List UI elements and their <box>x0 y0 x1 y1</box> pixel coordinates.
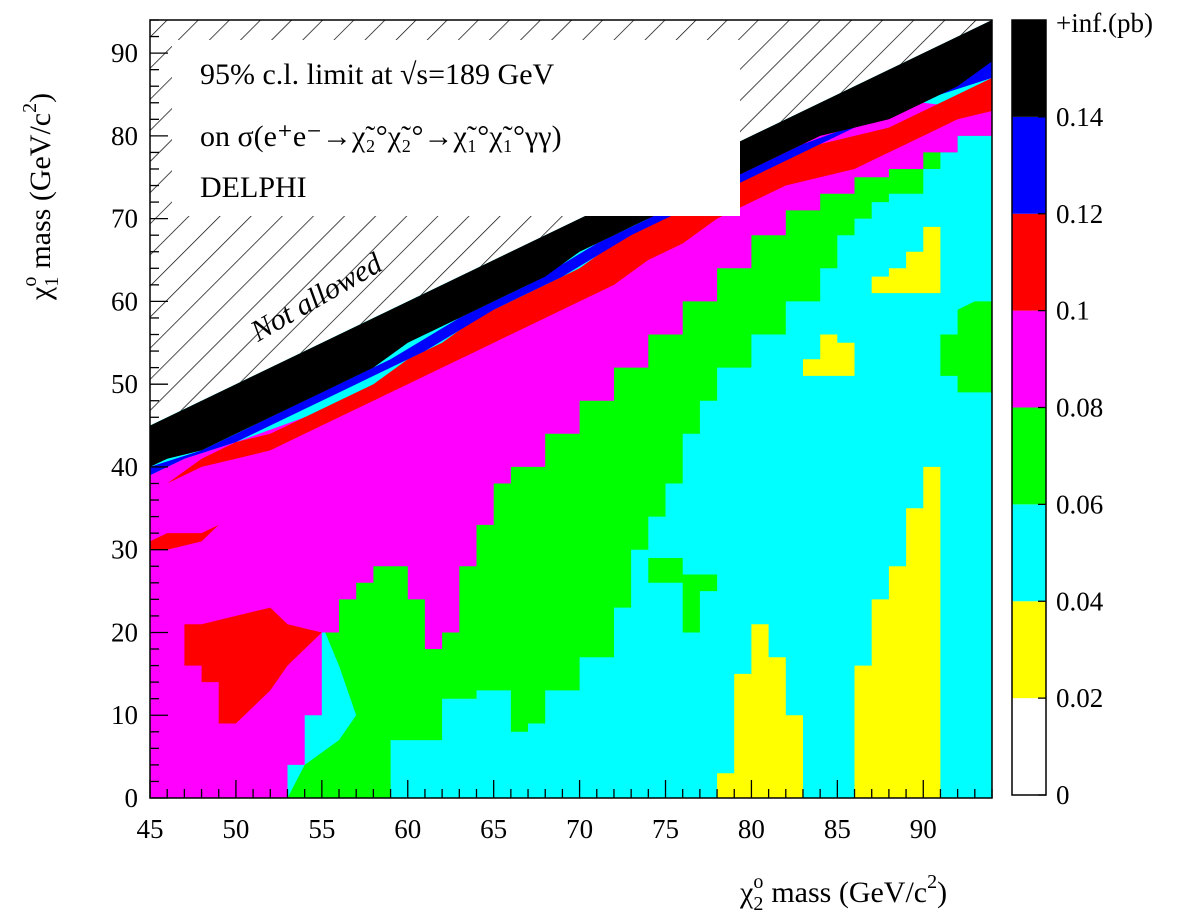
y-tick-label: 90 <box>111 38 138 68</box>
heatmap-region-13 <box>150 20 992 467</box>
heatmap-region-6 <box>940 301 992 393</box>
colorbar-band-4 <box>1012 310 1046 408</box>
colorbar-tick-label: 0.08 <box>1056 393 1103 423</box>
y-axis-label-end: ) <box>24 93 57 103</box>
x-axis-subscript: 2 <box>753 893 763 915</box>
colorbar-tick-label: 0.1 <box>1056 296 1090 326</box>
heatmap-region-12 <box>150 61 992 476</box>
heatmap-region-3 <box>871 226 941 294</box>
colorbar-band-3 <box>1012 407 1046 505</box>
x-axis: 45 50 55 60 65 70 75 80 85 90 <box>137 780 993 844</box>
y-tick-label: 0 <box>125 783 139 813</box>
x-tick-label: 90 <box>910 814 937 844</box>
y-axis-particle: χ <box>24 286 57 301</box>
colorbar-tick-label: 0.12 <box>1056 199 1103 229</box>
colorbar-tick-label: 0.02 <box>1056 683 1103 713</box>
colorbar-tick-label: 0.14 <box>1056 102 1104 132</box>
colorbar-band-2 <box>1012 504 1046 602</box>
x-axis-title: χ2o mass (GeV/c2) <box>739 871 947 915</box>
svg-text:χ1omass (GeV/c2): χ1o mass (GeV/c2) <box>19 93 63 301</box>
legend-line-title: 95% c.l. limit at √s=189 GeV <box>200 58 555 91</box>
plot-area <box>150 20 992 798</box>
colorbar-unit-label: +inf.(pb) <box>1056 8 1153 38</box>
colorbar: 0 0.02 0.04 0.06 0.08 0.1 0.12 0.14 +inf.(pb) <box>1011 8 1153 810</box>
legend-box: 95% c.l. limit at √s=189 GeV on σ(e⁺e⁻→χ… <box>172 40 740 216</box>
y-axis-label: mass (GeV/c <box>24 113 57 269</box>
colorbar-band-1 <box>1012 601 1046 699</box>
heatmap-region-11 <box>150 77 992 492</box>
x-tick-label: 60 <box>394 814 421 844</box>
x-axis-label-power: 2 <box>927 871 937 893</box>
x-axis-particle: χ <box>739 876 754 909</box>
plot-frame <box>149 19 993 799</box>
heatmap-region-7 <box>648 558 718 633</box>
x-tick-label: 85 <box>824 814 851 844</box>
x-tick-label: 70 <box>566 814 593 844</box>
x-tick-label: 80 <box>738 814 765 844</box>
x-axis-label-end: ) <box>937 876 947 909</box>
colorbar-band-0 <box>1012 698 1046 795</box>
y-tick-label: 40 <box>111 452 138 482</box>
y-tick-label: 50 <box>111 369 138 399</box>
heatmap-region-4 <box>803 334 855 376</box>
y-tick-label: 20 <box>111 617 138 647</box>
colorbar-band-7 <box>1012 20 1046 117</box>
heatmap-region-10 <box>150 516 236 550</box>
colorbar-band-5 <box>1012 213 1046 311</box>
y-axis-title: χ1o mass (GeV/c2) <box>19 93 63 301</box>
y-tick-label: 30 <box>111 535 138 565</box>
x-axis-label: mass (GeV/c <box>771 876 927 909</box>
y-tick-label: 60 <box>111 286 138 316</box>
colorbar-tick-label: 0.04 <box>1056 586 1104 616</box>
heatmap-region-8 <box>150 102 992 798</box>
colorbar-tick-label: 0 <box>1056 780 1070 810</box>
x-axis-superscript: o <box>753 871 763 893</box>
y-axis-superscript: o <box>19 277 41 287</box>
y-tick-label: 70 <box>111 204 138 234</box>
legend-line-process: on σ(e⁺e⁻→χ̃₂°χ̃₂°→χ̃₁°χ̃₁°γγ) <box>200 120 562 153</box>
heatmap-region-9 <box>184 607 322 724</box>
x-tick-label: 55 <box>308 814 335 844</box>
x-tick-label: 65 <box>480 814 507 844</box>
heatmap-region-1 <box>717 624 803 798</box>
x-tick-label: 50 <box>222 814 249 844</box>
x-tick-label: 45 <box>137 814 164 844</box>
y-tick-label: 80 <box>111 121 138 151</box>
legend-line-experiment: DELPHI <box>200 171 307 204</box>
y-tick-label: 10 <box>111 700 138 730</box>
y-axis-label-power: 2 <box>19 103 41 113</box>
y-axis-subscript: 1 <box>41 277 63 287</box>
colorbar-band-6 <box>1012 116 1046 214</box>
colorbar-tick-label: 0.06 <box>1056 489 1103 519</box>
x-tick-label: 75 <box>652 814 679 844</box>
heatmap-region-2 <box>854 466 941 798</box>
heatmap-region-5 <box>150 102 992 798</box>
heatmap-regions <box>150 20 992 798</box>
y-axis: 0 10 20 30 40 50 60 70 80 90 <box>111 19 168 813</box>
